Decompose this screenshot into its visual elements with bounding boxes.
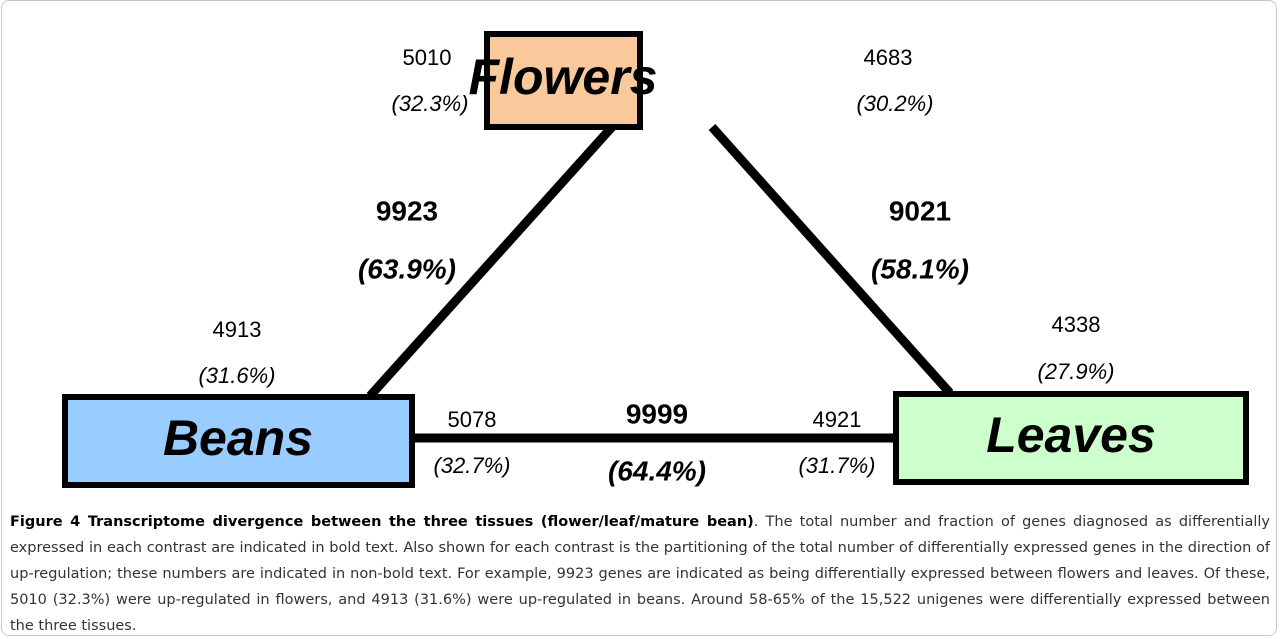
up-percent: (27.9%) bbox=[1037, 359, 1114, 384]
up-percent: (31.6%) bbox=[198, 363, 275, 388]
up-percent: (30.2%) bbox=[856, 91, 933, 116]
up-count: 5078 bbox=[448, 407, 497, 432]
figure-caption: Figure 4 Transcriptome divergence betwee… bbox=[10, 509, 1270, 639]
up-count: 4338 bbox=[1052, 312, 1101, 337]
up-count: 5010 bbox=[403, 45, 452, 70]
up-count: 4921 bbox=[813, 407, 862, 432]
node-box bbox=[484, 31, 643, 130]
edge-percent: (63.9%) bbox=[358, 253, 456, 284]
node-label: Leaves bbox=[986, 407, 1156, 463]
caption-title: Figure 4 Transcriptome divergence betwee… bbox=[10, 514, 754, 530]
up-percent: (32.7%) bbox=[433, 453, 510, 478]
edge-percent: (64.4%) bbox=[608, 455, 706, 486]
edge-count: 9021 bbox=[889, 195, 951, 226]
node-label: Beans bbox=[163, 410, 313, 466]
edge-count: 9923 bbox=[376, 195, 438, 226]
edge-count: 9999 bbox=[626, 398, 688, 429]
up-percent: (31.7%) bbox=[798, 453, 875, 478]
diagram: Flowers Beans Leaves 9923 (63.9%) 9021 (… bbox=[62, 31, 1249, 488]
up-count: 4913 bbox=[213, 317, 262, 342]
node-box bbox=[893, 391, 1249, 485]
caption-text: . The total number and fraction of genes… bbox=[10, 514, 1270, 634]
edge-percent: (58.1%) bbox=[871, 253, 969, 284]
up-percent: (32.3%) bbox=[391, 91, 468, 116]
node-box bbox=[62, 394, 415, 488]
edge-flowers-leaves bbox=[708, 123, 954, 397]
node-label: Flowers bbox=[469, 49, 658, 105]
up-count: 4683 bbox=[864, 45, 913, 70]
edge-flowers-beans bbox=[366, 123, 616, 400]
